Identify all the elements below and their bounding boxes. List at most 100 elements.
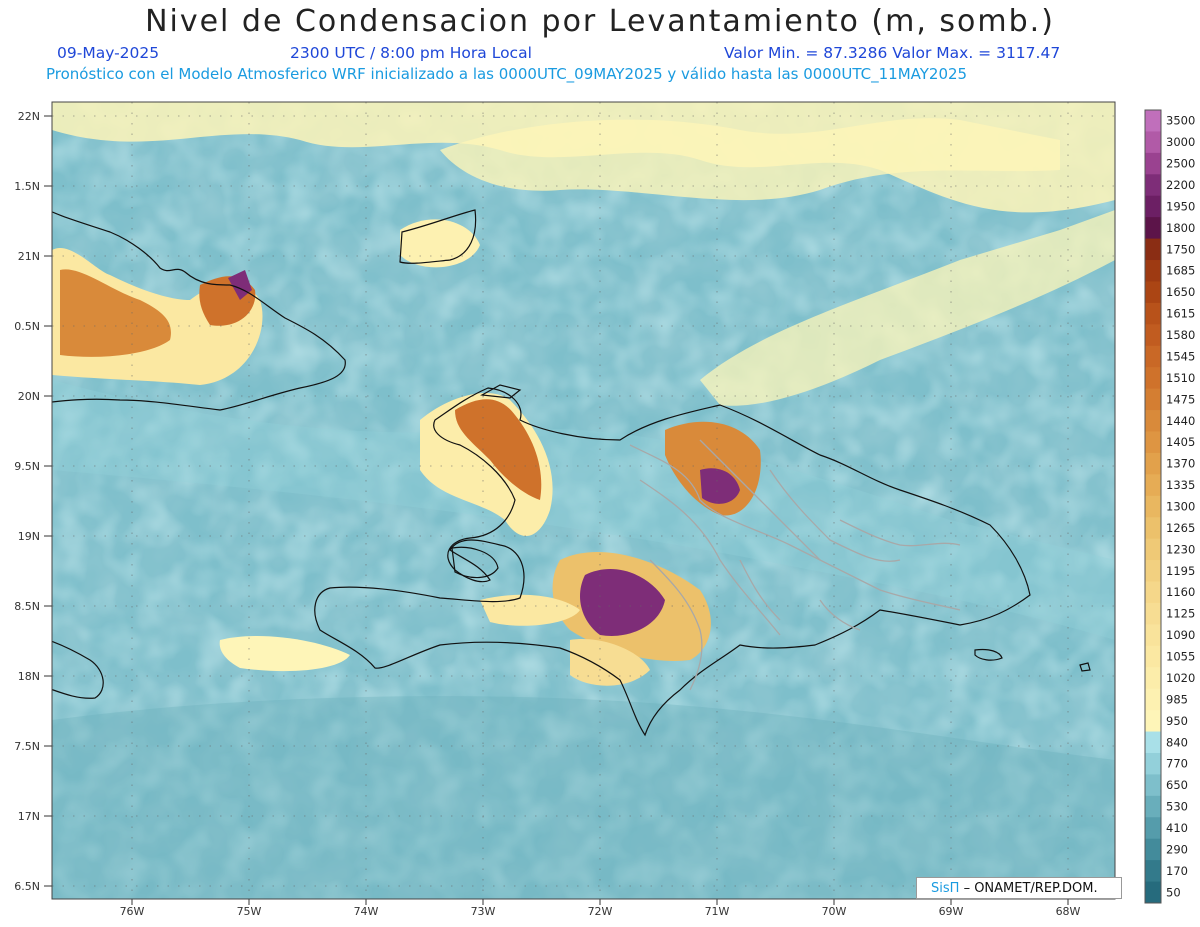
lon-label: 73W bbox=[471, 905, 496, 918]
lon-label: 70W bbox=[822, 905, 847, 918]
colorbar-level-label: 1335 bbox=[1166, 478, 1195, 492]
colorbar-swatch bbox=[1145, 581, 1161, 604]
colorbar-swatch bbox=[1145, 388, 1161, 411]
colorbar-level-label: 1300 bbox=[1166, 500, 1195, 514]
colorbar-level-label: 1440 bbox=[1166, 414, 1195, 428]
lat-label: 18N bbox=[18, 670, 40, 683]
lon-label: 68W bbox=[1056, 905, 1081, 918]
jamaica-coastline bbox=[52, 640, 104, 699]
colorbar-swatch bbox=[1145, 645, 1161, 668]
credit-text: – ONAMET/REP.DOM. bbox=[963, 881, 1098, 896]
colorbar-swatch bbox=[1145, 602, 1161, 625]
colorbar-level-label: 1125 bbox=[1166, 607, 1195, 621]
lat-label: 20N bbox=[18, 390, 40, 403]
credit-box: SisΠ – ONAMET/REP.DOM. bbox=[916, 877, 1122, 899]
colorbar-level-label: 650 bbox=[1166, 778, 1188, 792]
colorbar-swatch bbox=[1145, 731, 1161, 754]
colorbar-level-label: 1580 bbox=[1166, 328, 1195, 342]
colorbar-level-label: 1685 bbox=[1166, 264, 1195, 278]
colorbar-level-label: 1230 bbox=[1166, 542, 1195, 556]
colorbar-swatch bbox=[1145, 452, 1161, 475]
lon-ticks bbox=[131, 899, 1069, 905]
lat-label: 21N bbox=[18, 250, 40, 263]
latitude-labels: 22N 1.5N 21N 0.5N 20N 9.5N 19N 8.5N 18N … bbox=[14, 110, 40, 893]
lon-label: 69W bbox=[939, 905, 964, 918]
colorbar-swatch bbox=[1145, 817, 1161, 840]
colorbar-level-label: 1615 bbox=[1166, 307, 1195, 321]
colorbar-level-label: 170 bbox=[1166, 864, 1188, 878]
colorbar-level-label: 985 bbox=[1166, 692, 1188, 706]
colorbar-swatch bbox=[1145, 174, 1161, 197]
colorbar-level-label: 950 bbox=[1166, 714, 1188, 728]
colorbar-level-label: 840 bbox=[1166, 735, 1188, 749]
lat-label: 22N bbox=[18, 110, 40, 123]
min-max-values: Valor Min. = 87.3286 Valor Max. = 3117.4… bbox=[724, 44, 1061, 62]
colorbar-level-label: 1265 bbox=[1166, 521, 1195, 535]
colorbar-level-label: 2200 bbox=[1166, 178, 1195, 192]
colorbar-swatch bbox=[1145, 495, 1161, 518]
colorbar-swatch bbox=[1145, 667, 1161, 690]
colorbar-swatch bbox=[1145, 345, 1161, 368]
lon-label: 71W bbox=[705, 905, 730, 918]
colorbar-swatch bbox=[1145, 110, 1161, 132]
colorbar-level-label: 1650 bbox=[1166, 285, 1195, 299]
inagua-coastline bbox=[399, 209, 477, 264]
colorbar-swatch bbox=[1145, 260, 1161, 282]
colorbar-swatch bbox=[1145, 688, 1161, 711]
colorbar-swatch bbox=[1145, 752, 1161, 775]
colorbar-level-label: 410 bbox=[1166, 821, 1188, 835]
colorbar-swatch bbox=[1145, 238, 1161, 261]
colorbar-swatch bbox=[1145, 624, 1161, 647]
colorbar-level-label: 1055 bbox=[1166, 650, 1195, 664]
lat-label: 17N bbox=[18, 810, 40, 823]
lat-label: 7.5N bbox=[14, 740, 40, 753]
lat-label: 8.5N bbox=[14, 600, 40, 613]
province-borders bbox=[629, 439, 961, 691]
colorbar-swatch bbox=[1145, 774, 1161, 797]
colorbar-level-label: 1195 bbox=[1166, 564, 1195, 578]
lon-label: 72W bbox=[588, 905, 613, 918]
colorbar-level-label: 770 bbox=[1166, 757, 1188, 771]
gonave-coastline bbox=[451, 546, 499, 579]
colorbar-level-label: 1020 bbox=[1166, 671, 1195, 685]
colorbar-swatch bbox=[1145, 517, 1161, 540]
page-title: Nivel de Condensacion por Levantamiento … bbox=[145, 4, 1055, 39]
colorbar-swatch bbox=[1145, 324, 1161, 347]
colorbar-swatch bbox=[1145, 795, 1161, 818]
cuba-coastline bbox=[52, 211, 346, 411]
tortuga-coastline bbox=[480, 384, 522, 399]
colorbar-level-label: 1370 bbox=[1166, 457, 1195, 471]
colorbar-level-label: 1090 bbox=[1166, 628, 1195, 642]
lon-label: 76W bbox=[120, 905, 145, 918]
lat-label: 1.5N bbox=[14, 180, 40, 193]
lon-label: 75W bbox=[237, 905, 262, 918]
colorbar-swatch bbox=[1145, 152, 1161, 175]
colorbar-level-label: 1510 bbox=[1166, 371, 1195, 385]
colorbar-level-label: 3500 bbox=[1166, 114, 1195, 128]
colorbar-level-label: 50 bbox=[1166, 885, 1181, 899]
colorbar-level-label: 1405 bbox=[1166, 435, 1195, 449]
lat-label: 0.5N bbox=[14, 320, 40, 333]
colorbar-level-label: 1950 bbox=[1166, 199, 1195, 213]
colorbar-level-label: 1475 bbox=[1166, 392, 1195, 406]
colorbar-swatch bbox=[1145, 431, 1161, 454]
lat-label: 19N bbox=[18, 530, 40, 543]
colorbar-swatch bbox=[1145, 710, 1161, 733]
colorbar-swatch bbox=[1145, 410, 1161, 432]
colorbar-swatch bbox=[1145, 560, 1161, 583]
colorbar: 3500 3000 2500 2200 1950 1800 1750 1685 1650 1615… bbox=[1144, 109, 1195, 904]
colorbar-frame bbox=[1144, 109, 1162, 904]
colorbar-level-label: 1545 bbox=[1166, 349, 1195, 363]
colorbar-level-label: 1160 bbox=[1166, 585, 1195, 599]
colorbar-level-label: 530 bbox=[1166, 800, 1188, 814]
lat-label: 9.5N bbox=[14, 460, 40, 473]
valid-date: 09-May-2025 bbox=[57, 44, 160, 62]
lat-label: 6.5N bbox=[14, 880, 40, 893]
valid-time: 2300 UTC / 8:00 pm Hora Local bbox=[290, 44, 532, 62]
mona-coastline bbox=[1079, 662, 1091, 672]
shaded-field bbox=[52, 102, 1115, 899]
colorbar-swatch bbox=[1145, 881, 1161, 904]
colorbar-swatch bbox=[1145, 838, 1161, 861]
colorbar-level-label: 1800 bbox=[1166, 221, 1195, 235]
